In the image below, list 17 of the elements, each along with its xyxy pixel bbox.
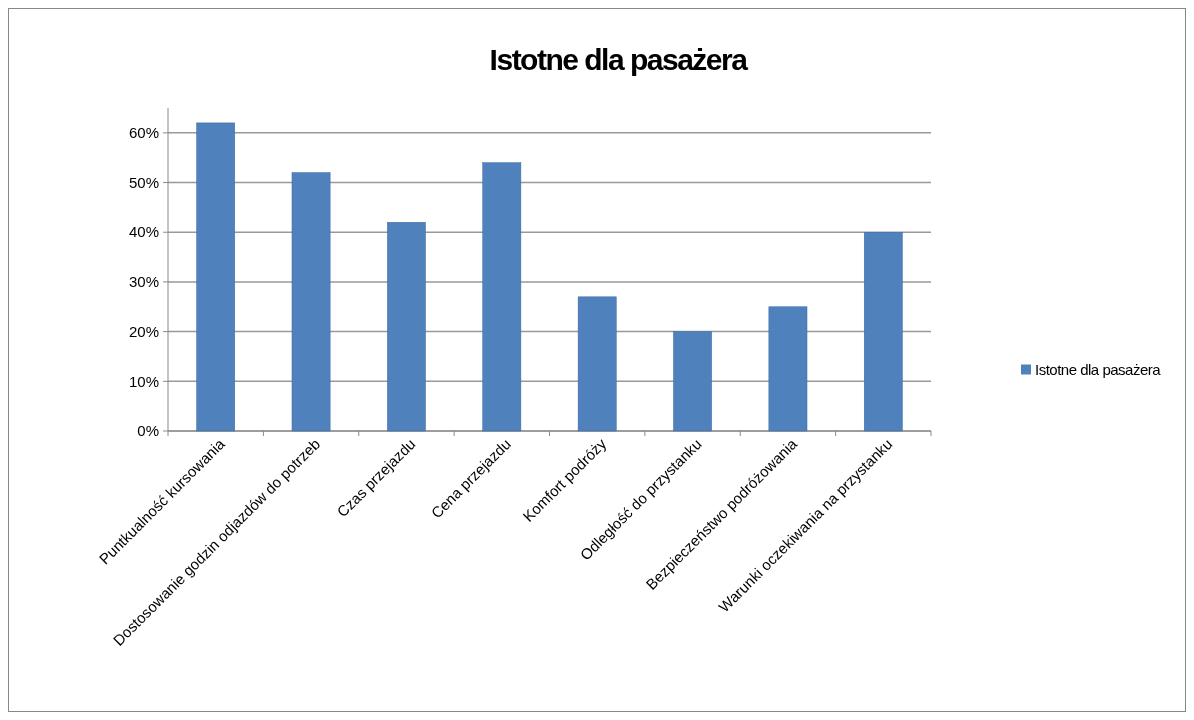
y-tick-label: 30%	[128, 273, 159, 291]
y-tick-label: 0%	[137, 422, 159, 440]
bar	[387, 222, 426, 432]
y-tick-label: 50%	[128, 173, 159, 191]
bar	[482, 162, 522, 432]
y-tick-label: 40%	[128, 223, 159, 241]
chart-title: Istotne dla pasażera	[489, 43, 749, 76]
y-tick-label: 10%	[128, 372, 159, 390]
bar	[673, 331, 712, 432]
legend-label: Istotne dla pasażera	[1035, 360, 1162, 378]
y-tick-label: 60%	[128, 124, 159, 142]
bar	[863, 231, 903, 432]
bar	[768, 306, 808, 432]
y-tick-label: 20%	[128, 322, 159, 340]
bar	[291, 172, 331, 432]
bar	[196, 122, 236, 432]
bar	[577, 296, 617, 432]
